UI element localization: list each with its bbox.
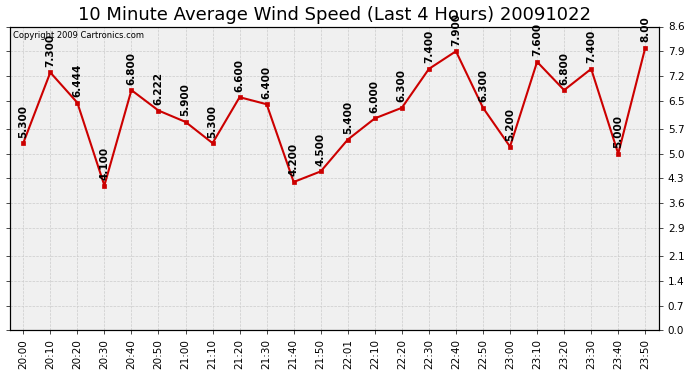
Text: 6.300: 6.300 — [478, 69, 488, 102]
Text: 5.300: 5.300 — [208, 105, 217, 138]
Text: 5.300: 5.300 — [18, 105, 28, 138]
Text: 5.900: 5.900 — [181, 84, 190, 116]
Text: 7.400: 7.400 — [586, 30, 596, 63]
Text: 5.400: 5.400 — [343, 101, 353, 134]
Text: 5.000: 5.000 — [613, 115, 623, 148]
Text: 7.300: 7.300 — [46, 34, 55, 67]
Text: 4.100: 4.100 — [99, 147, 110, 180]
Text: 6.600: 6.600 — [235, 58, 244, 92]
Text: 7.900: 7.900 — [451, 13, 461, 46]
Text: 6.400: 6.400 — [262, 66, 272, 99]
Text: 7.600: 7.600 — [532, 23, 542, 56]
Text: 6.800: 6.800 — [126, 51, 137, 84]
Title: 10 Minute Average Wind Speed (Last 4 Hours) 20091022: 10 Minute Average Wind Speed (Last 4 Hou… — [78, 6, 591, 24]
Text: 5.200: 5.200 — [505, 108, 515, 141]
Text: 8.00: 8.00 — [640, 16, 650, 42]
Text: 6.300: 6.300 — [397, 69, 407, 102]
Text: 6.800: 6.800 — [559, 51, 569, 84]
Text: 6.444: 6.444 — [72, 64, 82, 97]
Text: 4.200: 4.200 — [288, 143, 299, 176]
Text: 7.400: 7.400 — [424, 30, 434, 63]
Text: Copyright 2009 Cartronics.com: Copyright 2009 Cartronics.com — [13, 31, 144, 40]
Text: 6.000: 6.000 — [370, 80, 380, 113]
Text: 6.222: 6.222 — [153, 72, 164, 105]
Text: 4.500: 4.500 — [316, 133, 326, 166]
